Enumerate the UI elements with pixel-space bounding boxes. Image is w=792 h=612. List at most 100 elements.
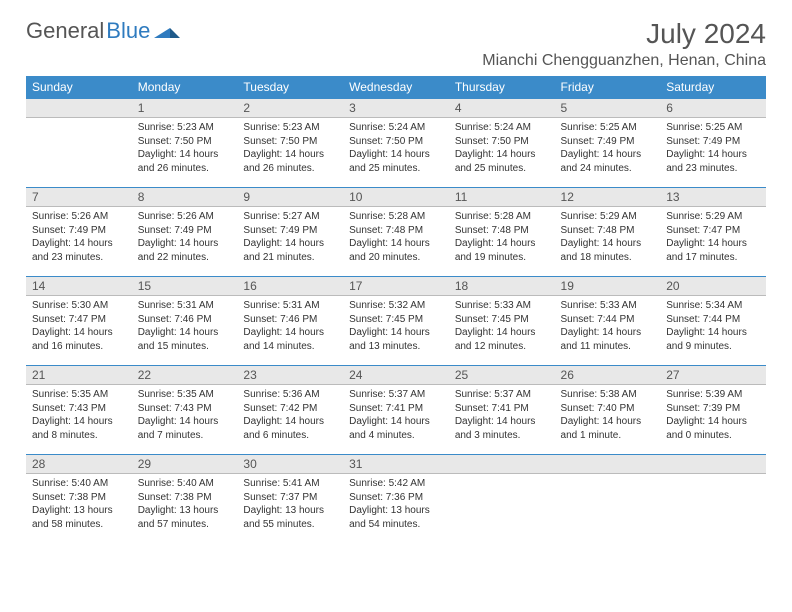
sunrise-text: Sunrise: 5:39 AM	[666, 388, 760, 402]
sunset-text: Sunset: 7:50 PM	[243, 135, 337, 149]
weekday-sat: Saturday	[660, 76, 766, 99]
day-number: 13	[660, 188, 766, 207]
sunrise-text: Sunrise: 5:29 AM	[561, 210, 655, 224]
sunrise-text: Sunrise: 5:27 AM	[243, 210, 337, 224]
logo-icon	[154, 18, 180, 44]
sunrise-text: Sunrise: 5:41 AM	[243, 477, 337, 491]
sunset-text: Sunset: 7:44 PM	[561, 313, 655, 327]
daylight-text: Daylight: 14 hours and 23 minutes.	[32, 237, 126, 264]
sunrise-text: Sunrise: 5:23 AM	[243, 121, 337, 135]
sunset-text: Sunset: 7:46 PM	[243, 313, 337, 327]
calendar-page: GeneralBlue July 2024 Mianchi Chengguanz…	[0, 0, 792, 554]
day-cell	[449, 474, 555, 544]
day-number: 8	[132, 188, 238, 207]
sunrise-text: Sunrise: 5:34 AM	[666, 299, 760, 313]
weekday-mon: Monday	[132, 76, 238, 99]
day-cell: Sunrise: 5:40 AMSunset: 7:38 PMDaylight:…	[132, 474, 238, 544]
sunrise-text: Sunrise: 5:36 AM	[243, 388, 337, 402]
day-number: 24	[343, 366, 449, 385]
sunrise-text: Sunrise: 5:31 AM	[243, 299, 337, 313]
day-number	[449, 455, 555, 474]
day-number	[555, 455, 661, 474]
sunset-text: Sunset: 7:49 PM	[561, 135, 655, 149]
day-cell: Sunrise: 5:25 AMSunset: 7:49 PMDaylight:…	[555, 118, 661, 188]
title-block: July 2024 Mianchi Chengguanzhen, Henan, …	[482, 18, 766, 70]
day-number: 2	[237, 99, 343, 118]
daylight-text: Daylight: 14 hours and 3 minutes.	[455, 415, 549, 442]
month-title: July 2024	[482, 18, 766, 50]
daynum-row: 123456	[26, 99, 766, 118]
sunset-text: Sunset: 7:47 PM	[666, 224, 760, 238]
day-cell: Sunrise: 5:25 AMSunset: 7:49 PMDaylight:…	[660, 118, 766, 188]
day-cell: Sunrise: 5:36 AMSunset: 7:42 PMDaylight:…	[237, 385, 343, 455]
day-cell: Sunrise: 5:37 AMSunset: 7:41 PMDaylight:…	[449, 385, 555, 455]
location: Mianchi Chengguanzhen, Henan, China	[482, 52, 766, 70]
brand-part2: Blue	[106, 18, 150, 44]
sunset-text: Sunset: 7:42 PM	[243, 402, 337, 416]
day-cell: Sunrise: 5:33 AMSunset: 7:44 PMDaylight:…	[555, 296, 661, 366]
day-number: 30	[237, 455, 343, 474]
day-cell: Sunrise: 5:33 AMSunset: 7:45 PMDaylight:…	[449, 296, 555, 366]
data-row: Sunrise: 5:23 AMSunset: 7:50 PM Daylight:…	[26, 118, 766, 188]
daylight-text: Daylight: 14 hours and 13 minutes.	[349, 326, 443, 353]
day-cell: Sunrise: 5:24 AMSunset: 7:50 PMDaylight:…	[449, 118, 555, 188]
day-number: 4	[449, 99, 555, 118]
daylight-text: Daylight: 14 hours and 25 minutes.	[455, 148, 549, 175]
sunrise-text: Sunrise: 5:33 AM	[561, 299, 655, 313]
day-number: 23	[237, 366, 343, 385]
daynum-row: 28293031	[26, 455, 766, 474]
daylight-text: Daylight: 14 hours and 4 minutes.	[349, 415, 443, 442]
daylight-text: Daylight: 13 hours and 58 minutes.	[32, 504, 126, 531]
sunset-text: Sunset: 7:47 PM	[32, 313, 126, 327]
daylight-text: Daylight: 14 hours and 20 minutes.	[349, 237, 443, 264]
daylight-text: Daylight: 14 hours and 21 minutes.	[243, 237, 337, 264]
weekday-thu: Thursday	[449, 76, 555, 99]
daylight-text: Daylight: 13 hours and 54 minutes.	[349, 504, 443, 531]
sunrise-text: Sunrise: 5:37 AM	[349, 388, 443, 402]
sunrise-text: Sunrise: 5:31 AM	[138, 299, 232, 313]
sunrise-text: Sunrise: 5:42 AM	[349, 477, 443, 491]
sunset-text: Sunset: 7:48 PM	[455, 224, 549, 238]
sunset-text: Sunset: 7:45 PM	[455, 313, 549, 327]
sunrise-text: Sunrise: 5:32 AM	[349, 299, 443, 313]
daylight-text: Daylight: 14 hours and 26 minutes.	[138, 148, 232, 175]
data-row: Sunrise: 5:35 AM Sunset: 7:43 PM Daylight:…	[26, 385, 766, 455]
day-number: 5	[555, 99, 661, 118]
day-number: 10	[343, 188, 449, 207]
day-cell: Sunrise: 5:31 AMSunset: 7:46 PMDaylight:…	[132, 296, 238, 366]
day-number: 25	[449, 366, 555, 385]
sunrise-text: Sunrise: 5:37 AM	[455, 388, 549, 402]
sunset-text: Sunset: 7:45 PM	[349, 313, 443, 327]
day-number: 22	[132, 366, 238, 385]
daylight-text: Daylight: 14 hours and 15 minutes.	[138, 326, 232, 353]
sunset-text: Sunset: 7:41 PM	[455, 402, 549, 416]
day-number: 28	[26, 455, 132, 474]
daylight-text: Daylight: 14 hours and 19 minutes.	[455, 237, 549, 264]
sunrise-text: Sunrise: 5:33 AM	[455, 299, 549, 313]
weekday-fri: Friday	[555, 76, 661, 99]
data-row: Sunrise: 5:40 AMSunset: 7:38 PMDaylight:…	[26, 474, 766, 544]
day-number: 19	[555, 277, 661, 296]
sunset-text: Sunset: 7:38 PM	[32, 491, 126, 505]
sunrise-text: Sunrise: 5:26 AM	[32, 210, 126, 224]
day-number: 31	[343, 455, 449, 474]
day-cell: Sunrise: 5:38 AMSunset: 7:40 PMDaylight:…	[555, 385, 661, 455]
day-number: 6	[660, 99, 766, 118]
weekday-header: Sunday Monday Tuesday Wednesday Thursday…	[26, 76, 766, 99]
sunrise-text: Sunrise: 5:30 AM	[32, 299, 126, 313]
weekday-sun: Sunday	[26, 76, 132, 99]
daylight-text: Daylight: 14 hours and 23 minutes.	[666, 148, 760, 175]
day-cell: Sunrise: 5:35 AMSunset: 7:43 PMDaylight:…	[26, 385, 132, 455]
sunrise-text: Sunrise: 5:35 AM	[32, 388, 126, 402]
daynum-row: 78910111213	[26, 188, 766, 207]
sunrise-text: Sunrise: 5:28 AM	[455, 210, 549, 224]
sunset-text: Sunset: 7:49 PM	[666, 135, 760, 149]
calendar-table: Sunday Monday Tuesday Wednesday Thursday…	[26, 76, 766, 544]
data-row: Sunrise: 5:26 AMSunset: 7:49 PMDaylight:…	[26, 207, 766, 277]
sunset-text: Sunset: 7:43 PM	[138, 402, 232, 416]
day-cell	[660, 474, 766, 544]
day-number: 3	[343, 99, 449, 118]
data-row: Sunrise: 5:30 AMSunset: 7:47 PM Daylight:…	[26, 296, 766, 366]
day-cell: Sunrise: 5:37 AMSunset: 7:41 PMDaylight:…	[343, 385, 449, 455]
daylight-text: Daylight: 14 hours and 22 minutes.	[138, 237, 232, 264]
